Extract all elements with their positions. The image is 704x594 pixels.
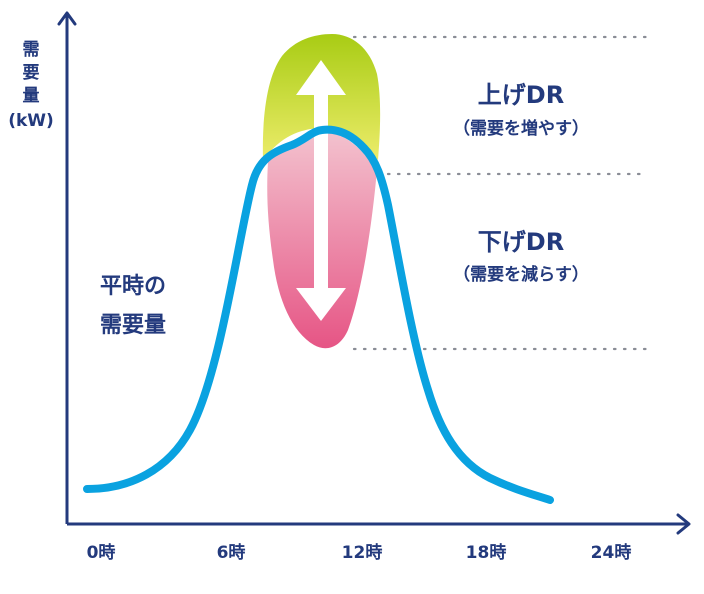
x-tick-label: 24時 bbox=[591, 542, 632, 563]
x-axis-arrowhead bbox=[676, 513, 691, 535]
upward-dr-title: 上げDR bbox=[478, 81, 564, 109]
normal-demand-label-line-1: 平時の bbox=[100, 274, 166, 299]
y-axis-label-line-2: 要 bbox=[23, 63, 40, 83]
upward-dr-subtitle: （需要を増やす） bbox=[453, 118, 589, 139]
normal-demand-label-line-2: 需要量 bbox=[100, 313, 166, 338]
y-axis-label-line-1: 需 bbox=[23, 40, 40, 60]
y-axis-unit: (kW) bbox=[8, 111, 54, 131]
y-axis-arrowhead bbox=[57, 11, 77, 26]
x-tick-label: 12時 bbox=[342, 542, 383, 563]
normal-demand-curve bbox=[83, 125, 554, 504]
x-tick-label: 0時 bbox=[87, 542, 116, 563]
double-arrow-icon bbox=[296, 60, 346, 321]
downward-dr-title: 下げDR bbox=[478, 228, 564, 256]
x-tick-label: 6時 bbox=[217, 542, 246, 563]
y-axis-label-line-3: 量 bbox=[23, 85, 40, 106]
x-tick-label: 18時 bbox=[466, 542, 507, 563]
downward-dr-subtitle: （需要を減らす） bbox=[453, 264, 589, 285]
